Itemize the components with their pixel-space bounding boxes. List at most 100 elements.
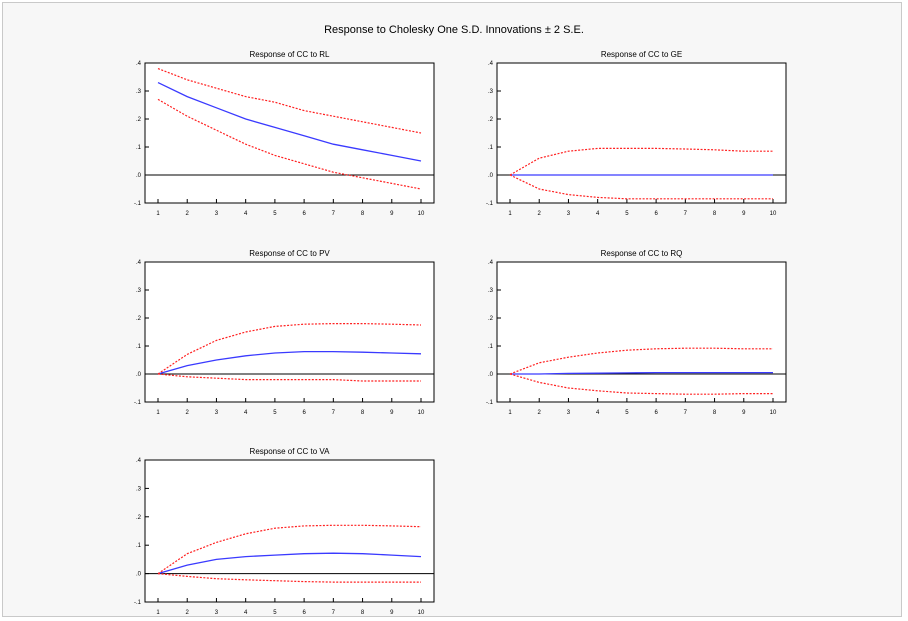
y-tick-label: .2	[136, 515, 142, 521]
y-tick-label: -.1	[134, 600, 142, 606]
y-tick-label: .4	[136, 61, 142, 67]
irf-panel: Response of CC to RL .4 .3 .2 .1 .0 -.1 1 2 3 4 5 6 7…	[134, 50, 435, 217]
x-tick-label: 8	[713, 211, 717, 217]
y-tick-label: .0	[136, 372, 142, 378]
x-tick-label: 3	[567, 410, 571, 416]
x-tick-label: 10	[770, 211, 777, 217]
x-tick-label: 3	[215, 211, 219, 217]
panel-title: Response of CC to VA	[250, 447, 331, 456]
x-tick-label: 10	[418, 610, 425, 616]
y-tick-label: .2	[136, 117, 142, 123]
plot-area	[496, 261, 787, 403]
x-tick-label: 5	[625, 211, 629, 217]
x-tick-label: 7	[332, 610, 336, 616]
x-tick-label: 3	[215, 610, 219, 616]
y-tick-label: .0	[136, 572, 142, 578]
y-tick-label: -.1	[134, 201, 142, 207]
x-tick-label: 4	[244, 211, 248, 217]
x-tick-label: 1	[156, 410, 160, 416]
y-tick-label: .4	[488, 61, 494, 67]
panel-title: Response of CC to GE	[601, 50, 682, 59]
upper-band-line	[157, 524, 422, 575]
y-tick-label: -.1	[486, 201, 494, 207]
y-tick-label: .0	[488, 372, 494, 378]
x-tick-label: 6	[654, 211, 658, 217]
x-tick-label: 8	[361, 610, 365, 616]
y-tick-label: .1	[488, 145, 494, 151]
y-tick-label: .2	[136, 316, 142, 322]
plot-area	[144, 261, 435, 403]
y-tick-label: .2	[488, 316, 494, 322]
y-tick-label: .3	[136, 288, 142, 294]
upper-band-line	[157, 68, 422, 134]
y-tick-label: .1	[136, 543, 142, 549]
y-tick-label: .4	[136, 458, 142, 464]
y-tick-label: .3	[136, 89, 142, 95]
y-tick-label: .3	[488, 288, 494, 294]
y-tick-label: -.1	[134, 400, 142, 406]
x-tick-label: 9	[390, 410, 394, 416]
x-tick-label: 6	[654, 410, 658, 416]
lower-band-line	[157, 573, 421, 583]
y-tick-label: .4	[136, 260, 142, 266]
response-line	[157, 350, 422, 375]
lower-band-line	[157, 373, 421, 382]
y-tick-label: .3	[488, 89, 494, 95]
x-tick-label: 6	[302, 211, 306, 217]
x-tick-label: 7	[332, 211, 336, 217]
lower-band-line	[509, 373, 773, 395]
plot-area	[144, 62, 435, 204]
x-tick-label: 1	[156, 211, 160, 217]
x-tick-label: 3	[567, 211, 571, 217]
x-tick-label: 4	[244, 610, 248, 616]
response-line	[510, 371, 773, 375]
x-tick-label: 1	[508, 410, 512, 416]
x-tick-label: 2	[186, 410, 190, 416]
y-tick-label: .1	[136, 145, 142, 151]
y-tick-label: .4	[488, 260, 494, 266]
x-tick-label: 5	[273, 211, 277, 217]
x-tick-label: 7	[684, 410, 688, 416]
x-tick-label: 8	[361, 211, 365, 217]
figure-title: Response to Cholesky One S.D. Innovation…	[324, 24, 584, 36]
y-tick-label: .2	[488, 117, 494, 123]
irf-panel: Response of CC to RQ .4 .3 .2 .1 .0 -.1 1 2 3 4 5 6 7…	[486, 249, 787, 416]
x-tick-label: 5	[273, 410, 277, 416]
response-line	[157, 82, 422, 162]
x-tick-label: 9	[390, 610, 394, 616]
y-tick-label: .3	[136, 486, 142, 492]
response-line	[157, 552, 422, 575]
x-tick-label: 10	[418, 410, 425, 416]
x-tick-label: 6	[302, 610, 306, 616]
x-tick-label: 2	[538, 410, 542, 416]
x-tick-label: 6	[302, 410, 306, 416]
x-tick-label: 5	[625, 410, 629, 416]
y-tick-label: .1	[136, 344, 142, 350]
lower-band-line	[157, 98, 422, 190]
x-tick-label: 5	[273, 610, 277, 616]
y-tick-label: -.1	[486, 400, 494, 406]
x-tick-label: 4	[596, 410, 600, 416]
x-tick-label: 8	[361, 410, 365, 416]
panel-title: Response of CC to RQ	[601, 249, 683, 258]
y-tick-label: .0	[488, 173, 494, 179]
irf-panel: Response of CC to PV .4 .3 .2 .1 .0 -.1 1 2 3 4 5 6 7…	[134, 249, 435, 416]
plot-area	[144, 459, 435, 603]
x-tick-label: 7	[332, 410, 336, 416]
panel-title: Response of CC to RL	[249, 50, 330, 59]
x-tick-label: 9	[390, 211, 394, 217]
irf-panel: Response of CC to VA .4 .3 .2 .1 .0 -.1 1 2 3 4 5 6 7…	[134, 447, 435, 616]
x-tick-label: 1	[508, 211, 512, 217]
x-tick-label: 2	[186, 610, 190, 616]
y-tick-label: .1	[488, 344, 494, 350]
x-tick-label: 7	[684, 211, 688, 217]
lower-band-line	[509, 174, 773, 200]
plot-area	[496, 62, 787, 204]
x-tick-label: 9	[742, 211, 746, 217]
x-tick-label: 1	[156, 610, 160, 616]
upper-band-line	[509, 347, 773, 375]
x-tick-label: 4	[244, 410, 248, 416]
x-tick-label: 10	[770, 410, 777, 416]
panel-title: Response of CC to PV	[249, 249, 330, 258]
